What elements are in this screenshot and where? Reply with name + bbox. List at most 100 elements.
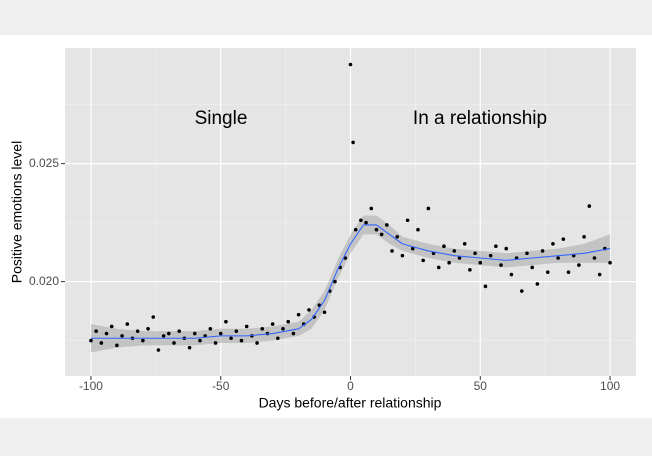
point: [390, 249, 394, 253]
point: [276, 336, 280, 341]
point: [125, 322, 130, 326]
point: [374, 227, 379, 232]
point: [348, 62, 353, 67]
point: [307, 308, 311, 312]
point: [270, 322, 275, 326]
point: [421, 258, 425, 263]
point: [146, 327, 150, 331]
point: [504, 246, 509, 251]
point: [587, 204, 592, 208]
point: [483, 284, 488, 289]
point: [115, 343, 119, 348]
y-tick-label: 0.025: [29, 156, 59, 170]
point: [260, 327, 265, 331]
point: [566, 270, 571, 274]
point: [224, 319, 228, 324]
point: [540, 249, 545, 253]
point: [436, 265, 441, 270]
annotation: Single: [195, 108, 248, 129]
point: [109, 324, 114, 329]
point: [286, 319, 291, 324]
point: [478, 260, 483, 265]
x-tick-label: 50: [474, 379, 488, 393]
point: [525, 251, 529, 256]
point: [561, 237, 566, 241]
y-axis-title: Positive emotions level: [9, 141, 25, 283]
point: [597, 272, 602, 277]
point: [229, 336, 233, 341]
point: [462, 242, 467, 246]
point: [369, 206, 374, 211]
point: [499, 263, 503, 267]
point: [172, 341, 176, 345]
point: [410, 246, 415, 251]
point: [426, 206, 431, 211]
point: [151, 315, 156, 319]
bottom-band: [0, 418, 652, 456]
x-tick-label: 100: [600, 379, 620, 393]
point: [89, 338, 93, 343]
point: [255, 341, 259, 345]
point: [99, 341, 104, 345]
point: [364, 220, 368, 225]
point: [379, 232, 384, 237]
point: [135, 329, 140, 333]
point: [156, 348, 161, 352]
point: [405, 218, 410, 223]
x-axis-title: Days before/after relationship: [259, 395, 442, 411]
point: [452, 249, 457, 253]
y-tick-label: 0.020: [29, 274, 59, 288]
point: [520, 289, 524, 293]
point: [530, 265, 534, 270]
point: [400, 253, 405, 258]
point: [351, 140, 355, 145]
point: [535, 282, 540, 286]
point: [167, 331, 171, 336]
top-band: [0, 0, 652, 35]
x-tick-label: -50: [212, 379, 230, 393]
point: [198, 338, 202, 343]
x-tick-label: 0: [347, 379, 354, 393]
point: [281, 327, 285, 331]
point: [582, 234, 586, 239]
point: [94, 329, 98, 333]
point: [545, 270, 550, 274]
point: [447, 260, 451, 265]
point: [551, 242, 555, 246]
point: [218, 331, 223, 336]
annotation: In a relationship: [413, 108, 547, 129]
point: [385, 223, 389, 227]
point: [244, 324, 249, 329]
x-tick-label: -100: [79, 379, 103, 393]
point: [161, 334, 166, 338]
point: [239, 338, 244, 343]
point: [442, 244, 446, 249]
point: [322, 310, 327, 315]
point: [234, 329, 239, 333]
point: [213, 341, 218, 345]
point: [473, 251, 477, 256]
point: [208, 327, 213, 331]
point: [577, 263, 581, 267]
point: [104, 331, 109, 336]
point: [359, 218, 363, 223]
point: [509, 272, 514, 277]
point: [141, 338, 145, 343]
point: [333, 279, 337, 284]
point: [192, 331, 197, 336]
point: [457, 256, 462, 260]
point: [187, 345, 192, 350]
point: [556, 256, 560, 260]
point: [468, 268, 472, 272]
point: [291, 331, 296, 336]
point: [120, 334, 124, 338]
point: [353, 227, 358, 232]
smooth-line: [90, 224, 611, 339]
point: [488, 253, 493, 258]
point: [296, 312, 301, 317]
point: [177, 329, 181, 333]
point: [592, 256, 597, 260]
point: [395, 234, 400, 239]
point: [416, 227, 420, 232]
